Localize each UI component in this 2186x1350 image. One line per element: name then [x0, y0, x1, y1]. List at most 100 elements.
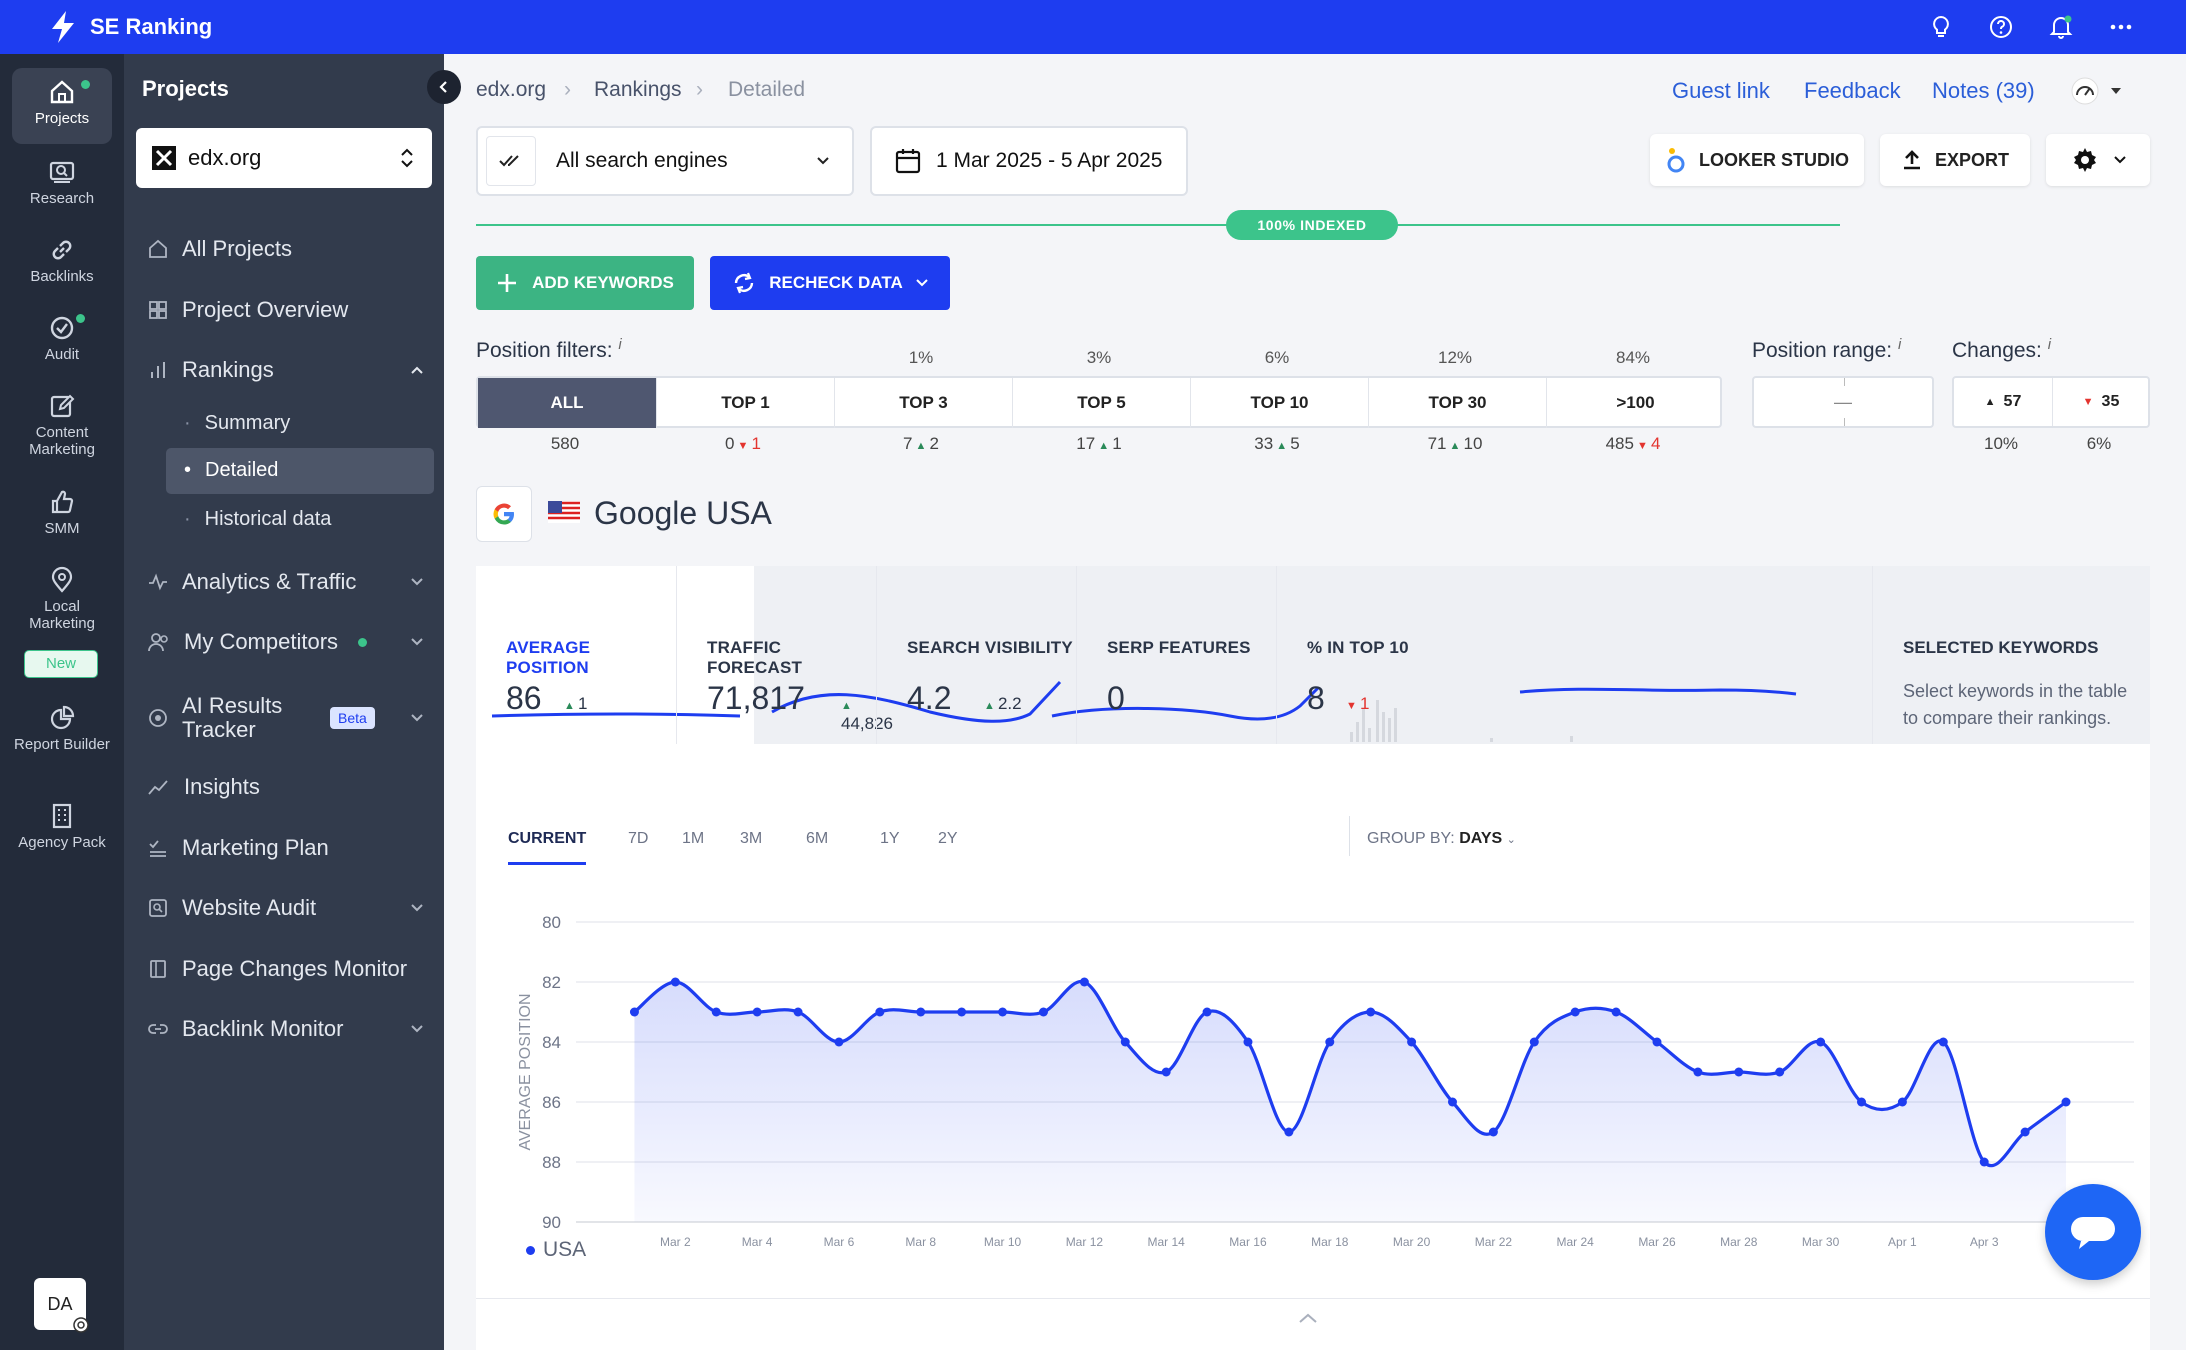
range-tab-current[interactable]: CURRENT — [508, 830, 587, 865]
guest-link[interactable]: Guest link — [1672, 78, 1770, 103]
pulse-icon — [149, 573, 167, 591]
data-point — [629, 1007, 639, 1017]
project-selector[interactable]: edx.org — [136, 128, 432, 188]
filter-count: 0 ▼ 1 — [725, 434, 761, 453]
data-point — [711, 1007, 721, 1017]
changes-up-button[interactable]: ▲ 57 — [1984, 393, 2022, 410]
rail-research[interactable]: Research — [12, 158, 112, 207]
feedback-link[interactable]: Feedback — [1804, 78, 1901, 103]
settings-menu-button[interactable] — [2046, 134, 2150, 186]
link-icon — [52, 240, 72, 260]
range-tab-6m[interactable]: 6M — [806, 830, 829, 847]
rail-agency-pack[interactable]: Agency Pack — [12, 802, 112, 851]
export-button[interactable]: EXPORT — [1880, 134, 2030, 186]
position-range-input[interactable]: — — [1752, 376, 1934, 428]
metric-card-3[interactable]: SERP FEATURES 0 — [1076, 566, 1276, 744]
x-tick-label: Mar 30 — [1802, 1235, 1840, 1249]
x-tick-label: Apr 1 — [1888, 1235, 1917, 1249]
breadcrumb-rankings[interactable]: Rankings — [594, 78, 682, 101]
nav-analytics-traffic[interactable]: Analytics & Traffic — [148, 569, 438, 595]
rail-audit[interactable]: Audit — [12, 314, 112, 363]
chat-support-button[interactable] — [2045, 1184, 2141, 1280]
rail-smm[interactable]: SMM — [12, 488, 112, 537]
lightbulb-icon[interactable] — [1926, 12, 1956, 42]
rail-projects[interactable]: Projects — [12, 68, 112, 144]
plus-icon — [498, 274, 517, 292]
settings-gear-small-icon[interactable] — [72, 1316, 90, 1334]
date-range-picker[interactable]: 1 Mar 2025 - 5 Apr 2025 — [870, 126, 1188, 196]
x-tick-label: Mar 10 — [984, 1235, 1022, 1249]
chevron-down-icon — [411, 578, 423, 586]
recheck-data-button[interactable]: RECHECK DATA — [710, 256, 950, 310]
notifications-bell-icon[interactable] — [2046, 12, 2076, 42]
legend-dot — [526, 1245, 535, 1255]
rail-local-marketing[interactable]: Local Marketing — [12, 566, 112, 632]
range-tab-1y[interactable]: 1Y — [880, 830, 900, 847]
notes-link[interactable]: Notes (39) — [1932, 78, 2035, 103]
collapse-panel-button[interactable] — [427, 70, 461, 104]
changes-down-button[interactable]: ▼ 35 — [2082, 393, 2120, 410]
arrow-up-icon: ▲ — [1446, 440, 1464, 452]
status-dot — [76, 314, 85, 323]
edit-document-icon — [50, 394, 75, 418]
google-engine-button[interactable] — [476, 486, 532, 542]
metric-card-4[interactable]: % IN TOP 10 8 ▼ 1 — [1276, 566, 1476, 744]
nav-all-projects[interactable]: All Projects — [148, 236, 438, 262]
filter-tab-3[interactable]: TOP 5 — [1012, 378, 1190, 428]
speed-menu[interactable] — [2070, 72, 2144, 110]
add-keywords-button[interactable]: ADD KEYWORDS — [476, 256, 694, 310]
collapse-chart-icon[interactable] — [1298, 1312, 1318, 1324]
rail-report-builder[interactable]: Report Builder — [12, 704, 112, 753]
nav-marketing-plan[interactable]: Marketing Plan — [148, 835, 438, 861]
rail-content-marketing[interactable]: Content Marketing — [12, 392, 112, 458]
range-tab-1m[interactable]: 1M — [682, 830, 705, 847]
nav-ai-results-tracker[interactable]: AI Results Tracker Beta — [148, 694, 438, 742]
filter-tab-1[interactable]: TOP 1 — [656, 378, 834, 428]
data-point — [1734, 1067, 1744, 1077]
sparkline-search-visibility — [1051, 686, 1320, 721]
position-range-label: Position range: i — [1752, 336, 1902, 362]
nav-backlink-monitor[interactable]: Backlink Monitor — [148, 1016, 438, 1042]
more-menu-icon[interactable] — [2106, 12, 2136, 42]
nav-project-overview[interactable]: Project Overview — [148, 297, 438, 323]
area-fill — [634, 981, 2067, 1222]
new-badge: New — [24, 650, 98, 678]
nav-detailed[interactable]: • Detailed — [184, 459, 279, 481]
us-flag-icon — [548, 501, 580, 523]
nav-website-audit[interactable]: Website Audit — [148, 895, 438, 921]
metric-card-1[interactable]: TRAFFIC FORECAST 71,817 ▲ 44,826 — [676, 566, 893, 744]
metric-card-2[interactable]: SEARCH VISIBILITY 4.2 ▲ 2.2 — [876, 566, 1076, 744]
filter-tab-5[interactable]: TOP 30 — [1368, 378, 1546, 428]
breadcrumb-site[interactable]: edx.org — [476, 78, 547, 101]
x-tick-label: Mar 20 — [1393, 1235, 1431, 1249]
range-tab-3m[interactable]: 3M — [740, 830, 763, 847]
nav-insights[interactable]: Insights — [148, 774, 438, 800]
metric-card-0[interactable]: AVERAGE POSITION 86 ▲ 1 — [506, 638, 591, 716]
range-tab-2y[interactable]: 2Y — [938, 830, 958, 847]
legend-usa[interactable]: USA — [526, 1238, 586, 1262]
engine-name: Google USA — [594, 495, 772, 531]
x-tick-label: Mar 24 — [1557, 1235, 1595, 1249]
rail-backlinks[interactable]: Backlinks — [12, 236, 112, 285]
app-logo[interactable]: SE Ranking — [48, 11, 212, 43]
filter-tab-0[interactable]: ALL — [478, 378, 656, 428]
data-point — [1816, 1037, 1826, 1047]
x-tick-label: Mar 14 — [1147, 1235, 1185, 1249]
nav-page-changes-monitor[interactable]: Page Changes Monitor — [148, 956, 438, 982]
filter-tab-2[interactable]: TOP 3 — [834, 378, 1012, 428]
nav-my-competitors[interactable]: My Competitors — [148, 629, 438, 655]
looker-studio-button[interactable]: LOOKER STUDIO — [1650, 134, 1864, 186]
group-by-control[interactable]: GROUP BY: DAYS ⌄ — [1367, 830, 1516, 847]
filter-count: 580 — [550, 434, 580, 453]
nav-summary[interactable]: · Summary — [184, 412, 291, 434]
filter-tab-6[interactable]: >100 — [1546, 378, 1724, 428]
search-engines-dropdown[interactable]: All search engines — [476, 126, 854, 196]
nav-historical-data[interactable]: · Historical data — [184, 508, 332, 530]
nav-rankings[interactable]: Rankings — [148, 357, 438, 383]
filter-percent: 84% — [1615, 348, 1651, 367]
filter-tab-4[interactable]: TOP 10 — [1190, 378, 1368, 428]
help-icon[interactable] — [1986, 12, 2016, 42]
nav-detailed-active[interactable] — [166, 448, 434, 494]
filter-percent: 6% — [1264, 348, 1290, 367]
range-tab-7d[interactable]: 7D — [628, 830, 649, 847]
